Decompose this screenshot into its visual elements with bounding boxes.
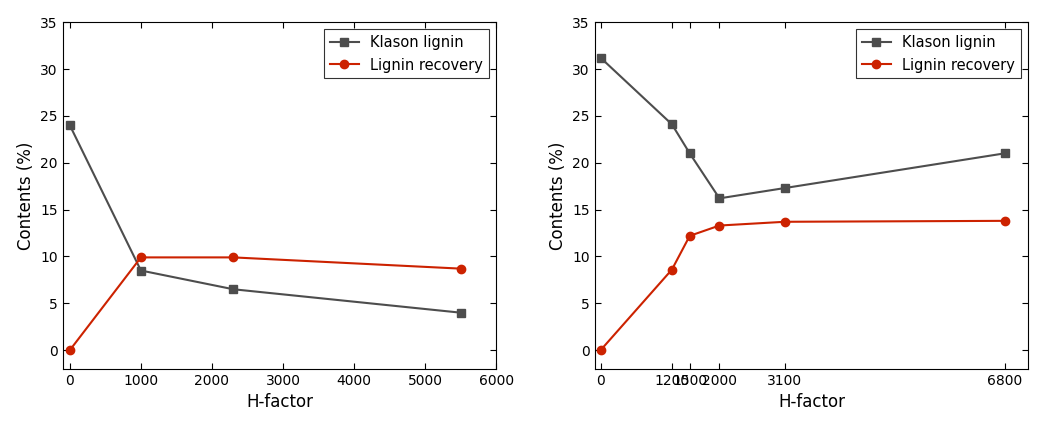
Lignin recovery (64, 348, 76, 353)
Lignin recovery (135, 255, 147, 260)
Lignin recovery (713, 223, 725, 228)
Legend: Klason lignin, Lignin recovery: Klason lignin, Lignin recovery (856, 30, 1021, 78)
Line: Lignin recovery: Lignin recovery (597, 217, 1008, 354)
Lignin recovery (998, 218, 1011, 223)
Klason lignin (683, 151, 696, 156)
X-axis label: H-factor: H-factor (246, 393, 314, 411)
Klason lignin (135, 268, 147, 273)
Lignin recovery (779, 219, 791, 224)
Klason lignin (227, 287, 239, 292)
Klason lignin (998, 151, 1011, 156)
Lignin recovery (666, 267, 678, 272)
Lignin recovery (227, 255, 239, 260)
Klason lignin (713, 196, 725, 201)
Lignin recovery (595, 348, 607, 353)
Y-axis label: Contents (%): Contents (%) (549, 141, 566, 250)
Legend: Klason lignin, Lignin recovery: Klason lignin, Lignin recovery (324, 30, 489, 78)
Y-axis label: Contents (%): Contents (%) (17, 141, 34, 250)
Line: Klason lignin: Klason lignin (66, 121, 465, 317)
Klason lignin (64, 123, 76, 128)
Klason lignin (779, 185, 791, 190)
Klason lignin (666, 122, 678, 127)
X-axis label: H-factor: H-factor (779, 393, 845, 411)
Line: Klason lignin: Klason lignin (597, 54, 1008, 202)
Klason lignin (455, 310, 467, 315)
Klason lignin (595, 55, 607, 60)
Line: Lignin recovery: Lignin recovery (66, 253, 465, 354)
Lignin recovery (683, 233, 696, 238)
Lignin recovery (455, 266, 467, 271)
